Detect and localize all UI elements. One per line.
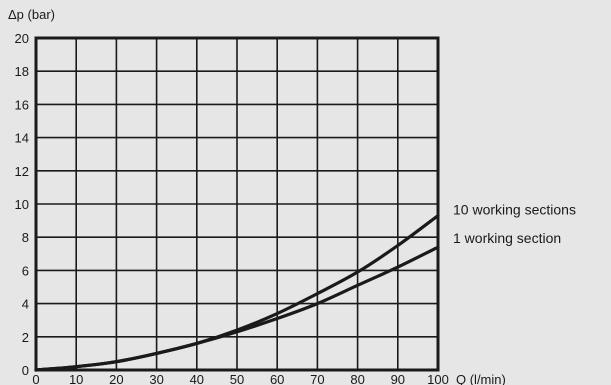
x-axis-title: Q (l/min)	[456, 372, 506, 385]
y-tick-label: 4	[22, 297, 29, 312]
y-tick-label: 18	[15, 64, 29, 79]
y-tick-label: 10	[15, 197, 29, 212]
y-tick-label: 2	[22, 330, 29, 345]
x-tick-label: 30	[149, 372, 163, 385]
y-tick-label: 14	[15, 131, 29, 146]
x-tick-label: 10	[69, 372, 83, 385]
y-tick-label: 8	[22, 230, 29, 245]
x-tick-label: 50	[230, 372, 244, 385]
x-tick-label: 90	[391, 372, 405, 385]
y-tick-label: 12	[15, 164, 29, 179]
series-group	[34, 214, 440, 372]
y-tick-label: 0	[22, 363, 29, 378]
tick-labels: 0 10 20 30 40 50 60 70 80 90 100 0 2 4 6 8 10 12 14 16 18 20	[15, 31, 449, 385]
x-tick-label: 20	[109, 372, 123, 385]
y-tick-label: 20	[15, 31, 29, 46]
x-tick-label: 80	[350, 372, 364, 385]
y-tick-label: 6	[22, 263, 29, 278]
plot-frame	[34, 36, 440, 372]
x-tick-label: 40	[190, 372, 204, 385]
series-label-2: 1 working section	[453, 230, 561, 246]
series-label-1: 10 working sections	[453, 202, 576, 218]
series-line-2	[34, 245, 440, 372]
x-tick-label: 0	[32, 372, 39, 385]
grid	[36, 38, 438, 370]
y-tick-label: 16	[15, 97, 29, 112]
y-axis-title: Δp (bar)	[8, 7, 55, 22]
x-tick-label: 100	[427, 372, 449, 385]
x-tick-label: 70	[310, 372, 324, 385]
series-labels: 10 working sections 1 working section	[453, 202, 576, 247]
x-tick-label: 60	[270, 372, 284, 385]
